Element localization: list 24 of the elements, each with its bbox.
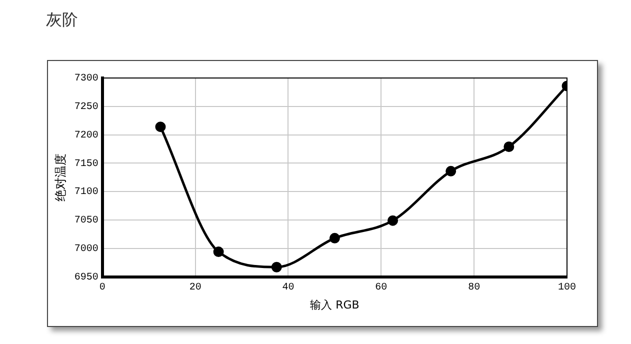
- y-tick-label: 7000: [74, 244, 98, 256]
- x-tick-label: 100: [558, 282, 576, 294]
- y-tick-label: 6950: [74, 272, 98, 284]
- x-axis-title: 输入 RGB: [310, 298, 360, 312]
- point: [504, 141, 514, 152]
- point: [271, 262, 282, 272]
- x-tick-label: 40: [282, 282, 294, 294]
- x-tick-label: 60: [375, 282, 388, 294]
- y-tick-label: 7100: [74, 187, 98, 198]
- y-tick-label: 7150: [74, 158, 98, 170]
- x-tick-label: 0: [99, 282, 106, 294]
- point: [155, 122, 166, 132]
- y-tick-label: 7200: [74, 130, 98, 142]
- y-tick-label: 7300: [74, 74, 98, 85]
- y-tick-label: 7050: [74, 216, 98, 227]
- point: [446, 166, 456, 176]
- point: [388, 215, 398, 226]
- point: [213, 246, 224, 258]
- chart-title: 灰阶: [46, 10, 78, 31]
- y-tick-label: 7250: [74, 102, 98, 114]
- point: [329, 232, 340, 244]
- x-tick-label: 80: [468, 282, 480, 294]
- y-axis-title: 绝对温度: [53, 153, 68, 202]
- x-tick-label: 20: [189, 282, 202, 294]
